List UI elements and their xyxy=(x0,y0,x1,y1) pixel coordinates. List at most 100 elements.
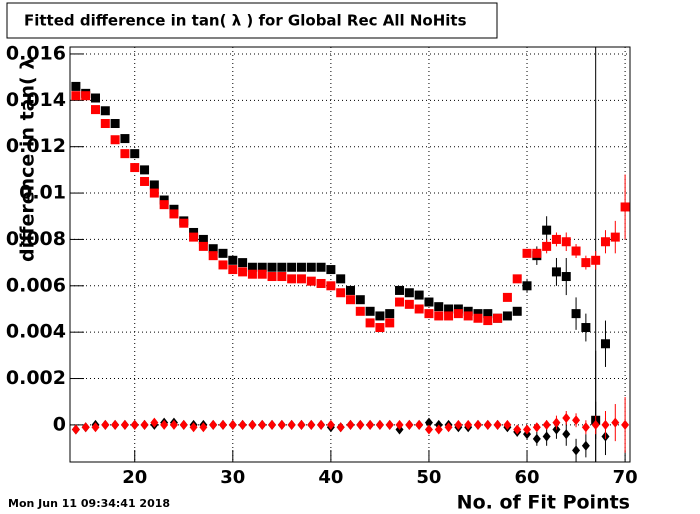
square-marker xyxy=(267,272,277,282)
square-marker xyxy=(71,81,81,91)
square-marker xyxy=(434,302,444,312)
square-marker xyxy=(375,323,385,333)
diamond-marker xyxy=(581,422,590,433)
diamond-marker xyxy=(562,412,571,423)
square-marker xyxy=(218,260,228,270)
square-marker xyxy=(159,200,169,210)
y-tick-label: 0.014 xyxy=(6,89,66,111)
square-marker xyxy=(463,306,473,316)
square-marker xyxy=(345,295,355,305)
diamond-marker xyxy=(621,419,630,430)
x-tick-label: 70 xyxy=(613,467,638,488)
diamond-marker xyxy=(91,422,100,433)
title-box xyxy=(6,2,498,39)
x-axis-label: No. of Fit Points xyxy=(457,492,630,514)
diamond-marker xyxy=(150,417,159,428)
y-tick-label: 0.004 xyxy=(6,321,66,343)
diamond-marker xyxy=(581,440,590,451)
y-tick-label: 0.002 xyxy=(6,367,66,389)
square-marker xyxy=(198,241,208,251)
square-marker xyxy=(385,309,395,319)
diamond-marker xyxy=(326,419,335,430)
square-marker xyxy=(316,278,326,288)
square-marker xyxy=(306,262,316,272)
x-tick-label: 20 xyxy=(122,467,147,488)
diamond-marker xyxy=(434,424,443,435)
square-marker xyxy=(385,318,395,328)
square-marker xyxy=(189,232,199,242)
square-marker xyxy=(336,274,346,284)
square-marker xyxy=(189,227,199,237)
square-marker xyxy=(600,237,610,247)
diamond-marker xyxy=(258,419,267,430)
y-tick-label: 0.01 xyxy=(19,182,66,204)
square-marker xyxy=(365,318,375,328)
diamond-marker xyxy=(336,422,345,433)
diamond-marker xyxy=(385,419,394,430)
square-marker xyxy=(522,248,532,258)
square-marker xyxy=(81,91,91,101)
square-marker xyxy=(463,311,473,321)
square-marker xyxy=(512,306,522,316)
diamond-marker xyxy=(356,419,365,430)
diamond-marker xyxy=(130,419,139,430)
diamond-marker xyxy=(523,424,532,435)
square-marker xyxy=(424,297,434,307)
diamond-marker xyxy=(483,419,492,430)
square-marker xyxy=(208,251,218,261)
diamond-marker xyxy=(81,422,90,433)
diamond-marker xyxy=(572,415,581,426)
diamond-marker xyxy=(317,419,326,430)
square-marker xyxy=(355,295,365,305)
square-marker xyxy=(493,313,503,323)
diamond-marker xyxy=(346,419,355,430)
square-marker xyxy=(512,274,522,284)
square-marker xyxy=(149,180,159,190)
diamond-marker xyxy=(572,445,581,456)
diamond-marker xyxy=(395,419,404,430)
square-marker xyxy=(336,288,346,298)
diamond-marker xyxy=(375,419,384,430)
square-marker xyxy=(473,309,483,319)
y-tick-label: 0 xyxy=(53,413,66,435)
y-tick-label: 0.008 xyxy=(6,228,66,250)
diamond-marker xyxy=(277,419,286,430)
x-tick-label: 40 xyxy=(318,467,343,488)
square-marker xyxy=(277,262,287,272)
square-marker xyxy=(140,176,150,186)
square-marker xyxy=(395,297,405,307)
square-marker xyxy=(502,311,512,321)
diamond-marker xyxy=(552,417,561,428)
diamond-marker xyxy=(209,419,218,430)
square-marker xyxy=(404,299,414,309)
diamond-marker xyxy=(464,419,473,430)
square-marker xyxy=(120,134,130,144)
square-marker xyxy=(140,165,150,175)
diamond-marker xyxy=(169,419,178,430)
diamond-marker xyxy=(140,419,149,430)
x-tick-label: 30 xyxy=(220,467,245,488)
square-marker xyxy=(110,135,120,145)
square-marker xyxy=(532,248,542,258)
square-marker xyxy=(483,316,493,326)
square-marker xyxy=(238,258,248,268)
square-marker xyxy=(71,91,81,101)
diamond-marker xyxy=(503,419,512,430)
square-marker xyxy=(561,272,571,282)
square-marker xyxy=(257,262,267,272)
diamond-marker xyxy=(513,424,522,435)
square-marker xyxy=(610,232,620,242)
square-marker xyxy=(502,292,512,302)
square-marker xyxy=(228,255,238,265)
diamond-marker xyxy=(542,431,551,442)
chart-title: Fitted difference in tan( λ ) for Global… xyxy=(24,12,467,30)
y-axis-label: difference in tan( λ xyxy=(17,58,39,262)
square-marker xyxy=(120,149,130,159)
square-marker xyxy=(571,309,581,319)
square-marker xyxy=(620,202,630,212)
y-tick-label: 0.016 xyxy=(6,42,66,64)
diamond-marker xyxy=(542,419,551,430)
square-marker xyxy=(100,119,110,129)
square-marker xyxy=(551,267,561,277)
diamond-marker xyxy=(532,422,541,433)
